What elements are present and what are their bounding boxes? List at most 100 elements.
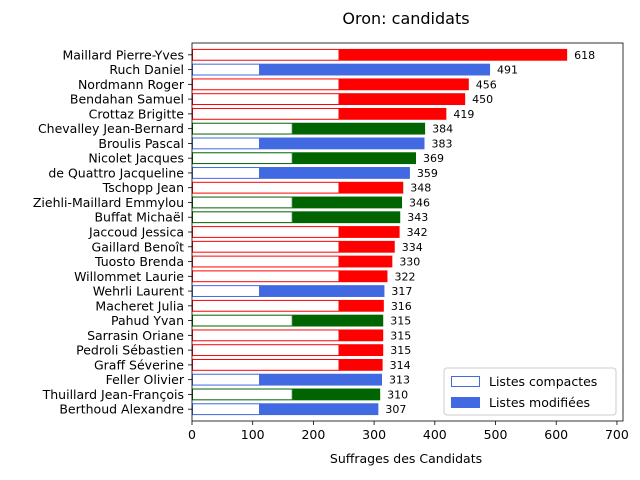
- y-tick-label: Tschopp Jean: [102, 180, 184, 195]
- bar-compact: [192, 270, 340, 283]
- bar-modified: [292, 196, 403, 209]
- bar-compact: [192, 63, 260, 76]
- x-tick-label: 100: [241, 427, 265, 442]
- bar-value-label: 315: [390, 344, 411, 357]
- bar-modified: [292, 211, 401, 224]
- bar-value-label: 419: [453, 108, 474, 121]
- y-tick-label: Maillard Pierre-Yves: [62, 47, 184, 62]
- y-tick-label: Crottaz Brigitte: [89, 106, 185, 121]
- y-tick-label: Nordmann Roger: [78, 77, 185, 92]
- bar-modified: [292, 388, 381, 401]
- bar-compact: [192, 285, 260, 297]
- bar-value-label: 346: [409, 196, 430, 209]
- bar-value-label: 314: [390, 359, 411, 372]
- y-tick-label: Ruch Daniel: [109, 62, 184, 77]
- y-tick-label: Jaccoud Jessica: [88, 225, 184, 240]
- bar-modified: [339, 255, 393, 268]
- bar-value-label: 322: [394, 270, 415, 283]
- bar-compact: [192, 107, 340, 120]
- bar-compact: [192, 78, 340, 91]
- bar-value-label: 330: [399, 256, 420, 269]
- bar-compact: [192, 137, 260, 150]
- y-tick-label: Ziehli-Maillard Emmylou: [33, 195, 184, 210]
- x-tick-label: 600: [544, 427, 568, 442]
- bar-modified: [259, 137, 425, 150]
- x-tick-label: 400: [423, 427, 447, 442]
- legend-swatch-compact: [451, 376, 480, 387]
- bar-value-label: 450: [472, 93, 493, 106]
- y-tick-label: Berthoud Alexandre: [59, 402, 184, 417]
- y-tick-label: Gaillard Benoît: [92, 239, 185, 254]
- y-tick-label: Buffat Michaël: [94, 210, 184, 225]
- y-tick-label: de Quattro Jacqueline: [48, 165, 184, 180]
- y-tick-label: Feller Olivier: [106, 372, 185, 387]
- bar-compact: [192, 226, 340, 238]
- bar-modified: [339, 78, 469, 91]
- chart-title: Oron: candidats: [342, 9, 469, 28]
- bar-compact: [192, 388, 293, 401]
- bar-value-label: 342: [407, 226, 428, 239]
- y-tick-label: Tuosto Brenda: [94, 254, 184, 269]
- bar-value-label: 456: [476, 78, 497, 91]
- y-tick-label: Macheret Julia: [95, 298, 184, 313]
- y-tick-label: Wehrli Laurent: [93, 284, 184, 299]
- bar-modified: [339, 240, 395, 253]
- bar-compact: [192, 344, 340, 357]
- bar-modified: [259, 167, 410, 179]
- bar-value-label: 307: [385, 403, 406, 416]
- bar-compact: [192, 196, 293, 209]
- y-tick-label: Broulis Pascal: [98, 136, 184, 151]
- bar-compact: [192, 373, 260, 386]
- bar-value-label: 310: [387, 388, 408, 401]
- bar-modified: [339, 107, 447, 120]
- bar-value-label: 316: [391, 300, 412, 313]
- bar-modified: [339, 181, 404, 194]
- x-tick-label: 0: [188, 427, 196, 442]
- x-tick-label: 200: [301, 427, 325, 442]
- bar-compact: [192, 358, 340, 371]
- bar-modified: [339, 270, 388, 283]
- y-tick-label: Nicolet Jacques: [88, 151, 184, 166]
- bar-value-label: 491: [497, 64, 518, 77]
- bar-value-label: 334: [402, 241, 423, 254]
- y-tick-label: Pahud Yvan: [111, 313, 184, 328]
- bar-value-label: 359: [417, 167, 438, 180]
- y-tick-label: Sarrasin Oriane: [87, 328, 184, 343]
- bar-compact: [192, 240, 340, 253]
- bar-compact: [192, 48, 340, 61]
- bar-compact: [192, 299, 340, 312]
- y-tick-label: Chevalley Jean-Bernard: [38, 121, 184, 136]
- legend: Listes compactes Listes modifiées: [443, 367, 617, 416]
- x-tick-label: 300: [362, 427, 386, 442]
- y-tick-label: Graff Séverine: [94, 357, 184, 372]
- bar-compact: [192, 314, 293, 327]
- bar-value-label: 317: [391, 285, 412, 298]
- y-tick-label: Thuillard Jean-François: [42, 387, 184, 402]
- bar-modified: [292, 314, 384, 327]
- bar-compact: [192, 93, 340, 106]
- x-axis-label: Suffrages des Candidats: [330, 451, 482, 466]
- bar-compact: [192, 255, 340, 268]
- bar-value-label: 618: [574, 49, 595, 62]
- bar-compact: [192, 403, 260, 416]
- bar-modified: [259, 63, 491, 76]
- bar-modified: [292, 152, 416, 165]
- bar-modified: [339, 226, 400, 238]
- bar-value-label: 315: [390, 315, 411, 328]
- x-tick-label: 500: [484, 427, 508, 442]
- bar-modified: [259, 403, 379, 416]
- bar-modified: [259, 285, 385, 297]
- bar-modified: [339, 329, 384, 342]
- bar-modified: [339, 299, 384, 312]
- bar-value-label: 313: [389, 374, 410, 387]
- bar-modified: [259, 373, 383, 386]
- bar-compact: [192, 167, 260, 179]
- bar-modified: [339, 344, 384, 357]
- legend-label: Listes compactes: [489, 374, 597, 389]
- bar-modified: [339, 93, 466, 106]
- bar-modified: [339, 358, 383, 371]
- legend-swatch-modified: [451, 397, 480, 408]
- legend-box: [443, 367, 617, 416]
